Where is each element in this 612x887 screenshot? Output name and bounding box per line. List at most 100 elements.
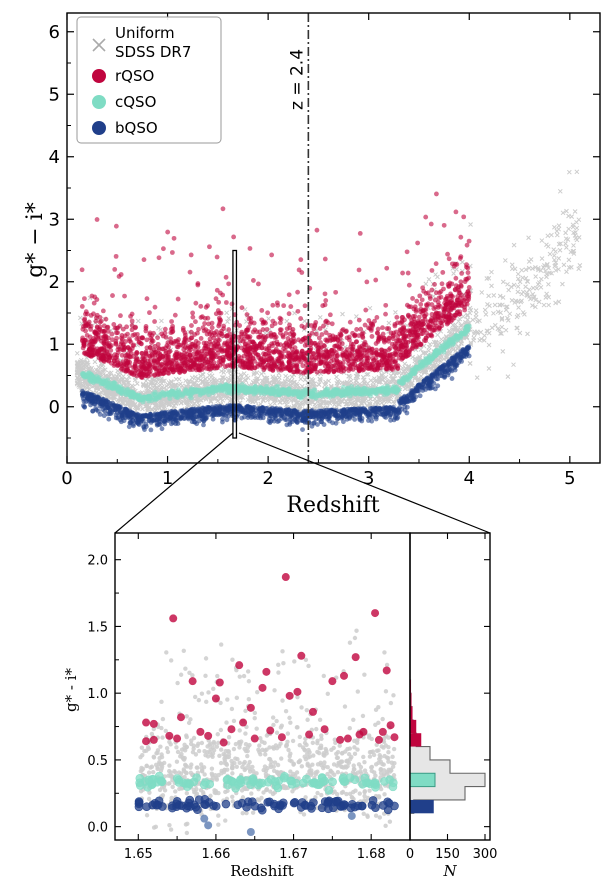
uniform-point (479, 290, 485, 295)
rqso-point (155, 341, 161, 347)
uniform-point (120, 400, 126, 406)
uniform-point (515, 312, 521, 318)
rqso-point (358, 354, 364, 360)
rqso-point (182, 332, 188, 338)
rqso-point (229, 301, 235, 307)
uniform-point (571, 230, 576, 236)
rqso-point (198, 315, 204, 320)
uniform-point (467, 305, 473, 311)
rqso-point (247, 339, 253, 345)
rqso-point (181, 347, 187, 352)
uniform-point (500, 348, 506, 354)
rqso-point (79, 267, 85, 273)
rqso-point (414, 329, 419, 335)
rqso-point (286, 350, 292, 356)
rqso-point (442, 309, 447, 314)
uniform-point (135, 405, 141, 411)
uniform-point (520, 275, 526, 281)
rqso-point (179, 365, 185, 371)
rqso-point (209, 325, 215, 331)
uniform-point (368, 396, 374, 402)
uniform-point (538, 276, 544, 282)
rqso-point (162, 326, 168, 332)
rqso-point (271, 332, 277, 338)
rqso-point (409, 346, 415, 352)
uniform-point (77, 364, 83, 370)
uniform-point (144, 403, 149, 409)
uniform-point (192, 381, 197, 387)
rqso-point (457, 290, 463, 296)
uniform-point (524, 278, 530, 284)
uniform-point (340, 311, 345, 317)
rqso-point (295, 308, 301, 314)
uniform-point (126, 401, 132, 407)
rqso-point (190, 310, 196, 316)
rqso-point (183, 363, 188, 369)
rqso-point (317, 326, 323, 331)
uniform-point (549, 232, 554, 238)
uniform-point (495, 326, 501, 332)
uniform-point (335, 378, 341, 384)
uniform-point (183, 378, 189, 384)
rqso-point (198, 336, 204, 341)
rqso-point (399, 342, 405, 348)
rqso-point (386, 326, 392, 331)
rqso-point (286, 311, 292, 317)
rqso-point (219, 328, 224, 334)
uniform-point (519, 267, 525, 273)
rqso-point (120, 326, 126, 332)
uniform-point (515, 271, 521, 277)
uniform-point (554, 232, 560, 238)
uniform-point (544, 261, 550, 267)
uniform-point (197, 397, 203, 403)
rqso-point (380, 325, 385, 331)
rqso-point (344, 335, 350, 341)
rqso-point (267, 348, 272, 354)
uniform-point (271, 376, 277, 382)
rqso-point (427, 294, 433, 299)
uniform-point (327, 400, 333, 406)
uniform-point (561, 262, 567, 268)
uniform-point (206, 376, 212, 382)
uniform-point (252, 378, 258, 384)
rqso-point (434, 191, 439, 197)
rqso-point (224, 333, 230, 339)
rqso-point (418, 341, 423, 347)
uniform-point (143, 383, 149, 389)
rqso-point (193, 367, 199, 373)
rqso-point (410, 296, 415, 301)
uniform-point (184, 403, 190, 408)
rqso-point (279, 354, 285, 360)
uniform-point (499, 315, 505, 321)
rqso-point (429, 302, 435, 307)
uniform-point (577, 263, 583, 268)
uniform-point (536, 299, 542, 305)
rqso-point (323, 298, 329, 303)
uniform-point (362, 381, 367, 387)
uniform-point (572, 209, 578, 214)
rqso-point (151, 359, 157, 364)
uniform-point (358, 397, 363, 402)
rqso-point (242, 361, 248, 367)
rqso-point (147, 332, 153, 337)
rqso-point (193, 319, 198, 325)
uniform-point (299, 402, 305, 407)
rqso-point (206, 357, 212, 363)
rqso-point (264, 333, 270, 339)
rqso-point (188, 363, 194, 369)
uniform-point (556, 256, 562, 261)
rqso-point (433, 261, 439, 267)
rqso-point (339, 341, 345, 346)
rqso-point (241, 347, 247, 353)
rqso-point (251, 278, 256, 283)
rqso-point (258, 356, 264, 361)
rqso-point (143, 325, 149, 331)
uniform-point (277, 399, 283, 405)
uniform-point (108, 370, 114, 376)
rqso-point (201, 328, 207, 334)
rqso-point (184, 351, 189, 357)
rqso-point (261, 339, 267, 345)
rqso-point (319, 332, 325, 337)
uniform-point (317, 314, 323, 320)
rqso-point (288, 304, 294, 309)
